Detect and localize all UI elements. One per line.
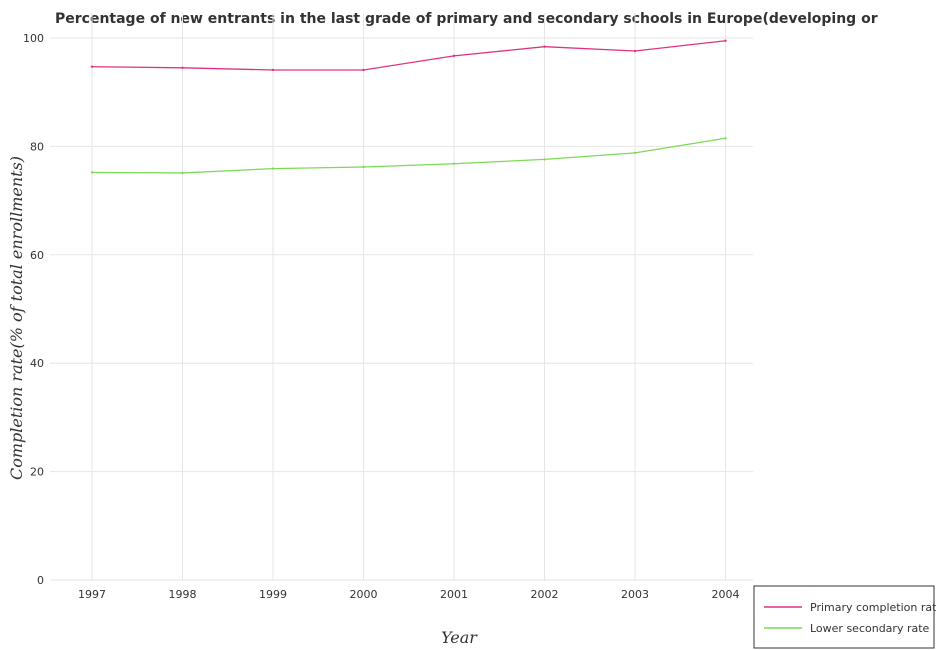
x-axis-ticks: 1997 1998 1999 2000 2001 2002 2003 2004 bbox=[78, 588, 740, 601]
x-tick-label: 2001 bbox=[440, 588, 468, 601]
data-point bbox=[271, 167, 275, 170]
x-tick-label: 1999 bbox=[259, 588, 287, 601]
legend-box bbox=[753, 585, 935, 649]
y-tick-label: 40 bbox=[30, 357, 44, 370]
data-point bbox=[181, 171, 184, 175]
data-point bbox=[90, 65, 94, 68]
chart-title: Percentage of new entrants in the last g… bbox=[55, 11, 878, 27]
data-point bbox=[271, 68, 275, 72]
data-point bbox=[633, 151, 637, 155]
data-point bbox=[362, 68, 365, 72]
series-line-0 bbox=[91, 40, 726, 71]
x-tick-label: 1998 bbox=[169, 588, 197, 601]
x-tick-label: 1997 bbox=[78, 588, 106, 601]
data-point bbox=[543, 158, 546, 161]
data-point bbox=[90, 171, 94, 174]
y-tick-label: 60 bbox=[30, 249, 44, 262]
data-point bbox=[633, 49, 637, 53]
data-point bbox=[181, 66, 184, 70]
grid-lines bbox=[50, 13, 753, 581]
x-tick-label: 2000 bbox=[350, 588, 378, 601]
y-tick-label: 100 bbox=[23, 32, 44, 45]
y-tick-label: 80 bbox=[30, 140, 44, 153]
data-point bbox=[452, 54, 456, 58]
data-point bbox=[452, 162, 456, 165]
y-axis-label: Completion rate(% of total enrollments) bbox=[7, 156, 26, 480]
legend-label-primary: Primary completion rate bbox=[810, 601, 936, 614]
y-tick-label: 0 bbox=[37, 574, 44, 587]
series-line-1 bbox=[91, 137, 726, 174]
data-point bbox=[724, 39, 727, 42]
y-axis-ticks: 0 20 40 60 80 100 bbox=[23, 32, 44, 587]
legend-label-lower-secondary: Lower secondary rate bbox=[810, 622, 930, 635]
legend: Primary completion rate Lower secondary … bbox=[753, 585, 936, 649]
x-tick-label: 2003 bbox=[621, 588, 649, 601]
series-lines bbox=[90, 39, 727, 175]
x-tick-label: 2004 bbox=[712, 588, 740, 601]
x-tick-label: 2002 bbox=[531, 588, 559, 601]
data-point bbox=[362, 165, 365, 169]
y-tick-label: 20 bbox=[30, 466, 44, 479]
data-point bbox=[543, 45, 546, 48]
x-axis-label: Year bbox=[441, 628, 478, 647]
data-point bbox=[724, 137, 727, 140]
